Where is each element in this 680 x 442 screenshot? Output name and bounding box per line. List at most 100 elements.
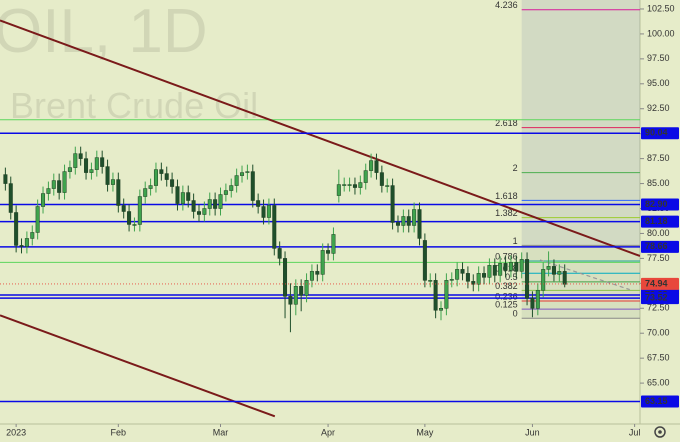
candle-body <box>557 271 562 275</box>
trendline <box>0 314 276 418</box>
candle-body <box>406 216 411 226</box>
y-tick-label: 100.00 <box>647 28 675 38</box>
level-label: 82.90 <box>645 199 668 209</box>
candle-body <box>240 172 245 176</box>
y-tick-label: 102.50 <box>647 3 675 13</box>
candle-body <box>143 188 148 197</box>
y-tick-label: 95.00 <box>647 78 670 88</box>
candle-body <box>164 173 169 180</box>
level-label: 90.04 <box>645 128 668 138</box>
candle-body <box>261 206 266 218</box>
candle-body <box>51 180 56 189</box>
fib-label: 0.382 <box>495 281 518 291</box>
fib-label: 0.236 <box>495 291 518 301</box>
candle-body <box>41 193 46 207</box>
candle-body <box>525 259 530 299</box>
candle-body <box>374 160 379 173</box>
candle-body <box>67 167 72 172</box>
candle-body <box>358 182 363 188</box>
level-badge <box>641 240 679 253</box>
candle-body <box>46 188 51 194</box>
candle-body <box>159 169 164 174</box>
candle-body <box>8 183 13 213</box>
candle-body <box>417 209 422 239</box>
gear[interactable] <box>654 426 666 438</box>
candle-body <box>127 211 132 225</box>
candle-body <box>514 262 519 272</box>
candle-body <box>14 212 19 246</box>
candle-body <box>250 171 255 201</box>
candle-body <box>455 269 460 280</box>
candle-body <box>422 240 427 281</box>
candle-body <box>256 200 261 207</box>
candle-body <box>304 280 309 296</box>
y-tick-label: 85.00 <box>647 178 670 188</box>
x-tick-label: Jun <box>525 427 540 437</box>
candle-body <box>379 172 384 186</box>
last-price-badge <box>641 277 679 290</box>
candle-body <box>444 280 449 309</box>
candle-body <box>498 263 503 276</box>
candle-body <box>180 192 185 204</box>
candle-body <box>519 259 524 272</box>
candle-body <box>30 232 35 239</box>
y-tick-label: 87.50 <box>647 153 670 163</box>
plot-area: 4.2362.61821.6181.38210.7860.6180.50.382… <box>0 0 640 418</box>
candle-body <box>3 174 8 184</box>
candle-body <box>352 184 357 188</box>
fib-label: 2 <box>513 163 518 173</box>
candle-body <box>35 206 40 233</box>
x-tick-label: May <box>416 427 434 437</box>
candle-body <box>460 269 465 274</box>
candle-body <box>503 263 508 271</box>
candle-body <box>428 280 433 282</box>
candle-body <box>24 238 29 247</box>
candle-body <box>288 296 293 305</box>
level-label: 73.52 <box>645 292 668 302</box>
candle-body <box>153 169 158 186</box>
candle-body <box>439 308 444 311</box>
candle-body <box>331 234 336 254</box>
candle-body <box>78 153 83 159</box>
watermark-symbol: OIL, 1D <box>0 0 208 66</box>
level-badge <box>641 198 679 211</box>
projection-line <box>539 259 630 291</box>
candle-body <box>541 269 546 291</box>
candle-body <box>175 186 180 204</box>
candle-body <box>202 208 207 215</box>
level-badge <box>641 292 679 305</box>
y-tick-label: 80.00 <box>647 228 670 238</box>
candle-body <box>433 280 438 311</box>
candle-body <box>492 265 497 276</box>
y-tick-label: 97.50 <box>647 53 670 63</box>
fib-label: 0.786 <box>495 251 518 261</box>
level-label: 78.66 <box>645 241 668 251</box>
candle-body <box>196 211 201 215</box>
candle-body <box>546 266 551 270</box>
candle-body <box>412 209 417 226</box>
candle-body <box>245 171 250 173</box>
candle-body <box>535 290 540 309</box>
candle-body <box>482 273 487 278</box>
candle-body <box>315 271 320 275</box>
watermark-name: Brent Crude Oil <box>10 85 258 126</box>
candle-body <box>390 185 395 223</box>
y-tick-label: 92.50 <box>647 103 670 113</box>
candle-body <box>213 199 218 209</box>
candle-body <box>465 273 470 282</box>
candle-body <box>385 185 390 187</box>
level-badge <box>641 215 679 228</box>
candle-body <box>94 157 99 170</box>
y-tick-label: 65.00 <box>647 377 670 387</box>
candle-body <box>299 286 304 296</box>
candle-body <box>191 200 196 212</box>
gear-center[interactable] <box>658 430 662 434</box>
candle-body <box>336 184 341 196</box>
candle-body <box>347 184 352 186</box>
trendline <box>0 19 640 257</box>
settings-icon[interactable] <box>654 426 666 438</box>
fib-label: 2.618 <box>495 118 518 128</box>
candle-body <box>401 216 406 226</box>
